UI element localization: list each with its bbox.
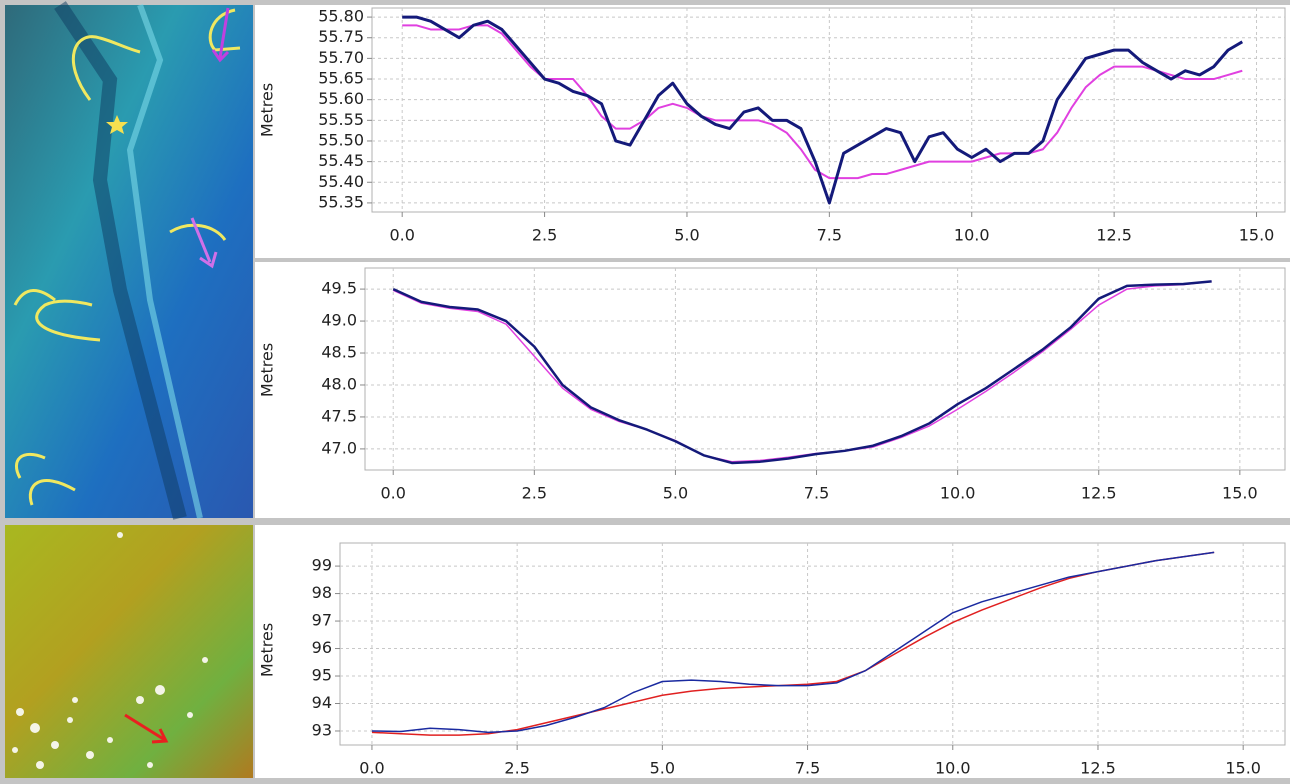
y-tick-label: 47.5 bbox=[321, 406, 357, 425]
plot-area bbox=[365, 268, 1285, 470]
x-tick-label: 10.0 bbox=[954, 226, 990, 245]
y-tick-label: 49.0 bbox=[321, 311, 357, 330]
figure: 55.3555.40 55.45 55.5055.55 55.6055.65 55.70… bbox=[0, 0, 1290, 780]
y-tick-label: 55.80 bbox=[318, 7, 364, 26]
x-tick-label: 2.5 bbox=[522, 484, 547, 503]
y-tick-label: 55.55 bbox=[318, 110, 364, 129]
y-tick-label: 55.70 bbox=[318, 48, 364, 67]
x-tick-label: 10.0 bbox=[935, 759, 971, 778]
x-tick-label: 0.0 bbox=[380, 484, 405, 503]
x-tick-label: 0.0 bbox=[359, 759, 384, 778]
x-tick-label: 7.5 bbox=[795, 759, 820, 778]
y-tick-label: 48.0 bbox=[321, 374, 357, 393]
y-tick-label: 48.5 bbox=[321, 343, 357, 362]
y-tick-label: 96 bbox=[312, 638, 332, 657]
x-tick-label: 10.0 bbox=[940, 484, 976, 503]
x-tick-label: 15.0 bbox=[1239, 226, 1275, 245]
y-axis-label: Metres bbox=[258, 343, 277, 397]
y-tick-label: 95 bbox=[312, 666, 332, 685]
y-axis-label: Metres bbox=[258, 83, 277, 137]
map-bottom bbox=[5, 525, 253, 778]
y-tick-label: 55.75 bbox=[318, 27, 364, 46]
x-tick-label: 12.5 bbox=[1096, 226, 1132, 245]
x-tick-label: 7.5 bbox=[804, 484, 829, 503]
x-tick-label: 5.0 bbox=[663, 484, 688, 503]
y-tick-label: 94 bbox=[312, 693, 332, 712]
y-tick-label: 49.5 bbox=[321, 279, 357, 298]
y-tick-label: 93 bbox=[312, 720, 332, 739]
map-image bbox=[5, 5, 253, 518]
x-tick-label: 5.0 bbox=[674, 226, 699, 245]
x-tick-label: 7.5 bbox=[817, 226, 842, 245]
y-tick-label: 55.45 bbox=[318, 151, 364, 170]
y-tick-label: 97 bbox=[312, 611, 332, 630]
chart: 93 94 95 96 97 98 99 0.0 2.5 5.0 7.5 10.0 12.5 15.0 Me… bbox=[255, 525, 1290, 778]
x-tick-label: 15.0 bbox=[1225, 759, 1261, 778]
y-axis-label: Metres bbox=[258, 623, 277, 677]
x-tick-label: 2.5 bbox=[532, 226, 557, 245]
plot-area bbox=[340, 543, 1285, 745]
y-tick-label: 55.60 bbox=[318, 89, 364, 108]
map-top bbox=[5, 5, 253, 518]
x-tick-label: 12.5 bbox=[1080, 759, 1116, 778]
y-tick-label: 47.0 bbox=[321, 438, 357, 457]
x-tick-label: 2.5 bbox=[504, 759, 529, 778]
map-image bbox=[5, 525, 253, 778]
chart: 47.0 47.5 48.0 48.5 49.0 49.5 0.0 2.5 5.0 7.5 10.0… bbox=[255, 262, 1290, 518]
x-tick-label: 12.5 bbox=[1081, 484, 1117, 503]
y-tick-label: 55.35 bbox=[318, 192, 364, 211]
y-tick-label: 55.65 bbox=[318, 69, 364, 88]
y-tick-label: 55.40 bbox=[318, 172, 364, 191]
y-tick-label: 98 bbox=[312, 583, 332, 602]
x-tick-label: 0.0 bbox=[389, 226, 414, 245]
y-tick-label: 55.50 bbox=[318, 130, 364, 149]
x-tick-label: 15.0 bbox=[1222, 484, 1258, 503]
x-tick-label: 5.0 bbox=[650, 759, 675, 778]
y-tick-label: 99 bbox=[312, 556, 332, 575]
